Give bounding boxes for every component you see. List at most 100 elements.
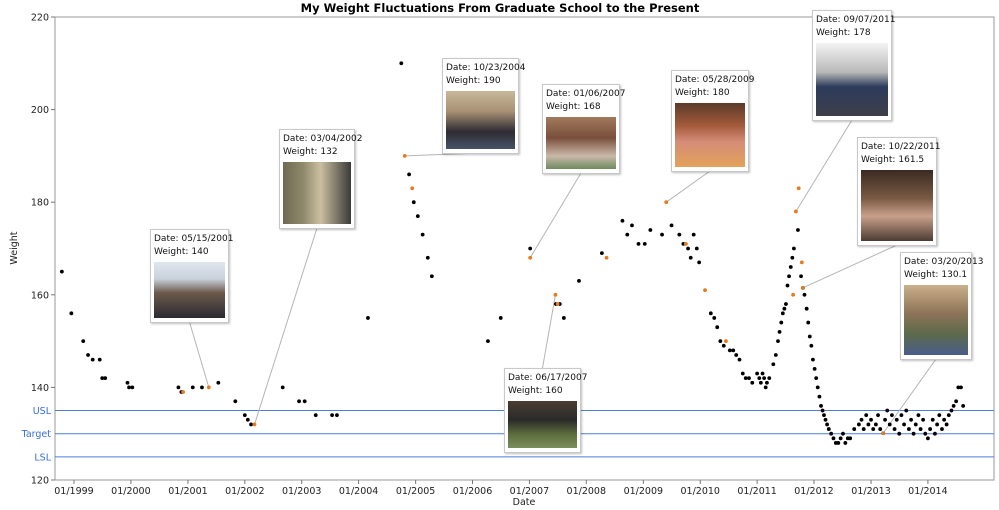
- data-point: [814, 376, 819, 381]
- x-tick-label: 01/2001: [168, 486, 207, 497]
- reference-lines: USL Target LSL: [21, 406, 994, 463]
- data-point: [425, 255, 430, 260]
- data-point: [806, 320, 811, 325]
- annotation-date-row: Date: 03/04/2002: [283, 133, 362, 146]
- data-point: [933, 431, 937, 436]
- annotation-date-row: Date: 05/28/2009: [675, 74, 754, 87]
- x-tick-label: 01/2010: [680, 486, 719, 497]
- annotation-date-row: Date: 10/22/2011: [861, 141, 940, 154]
- annotation-date-key: Date:: [675, 75, 700, 85]
- data-point: [843, 441, 848, 445]
- highlighted-data-point: [252, 422, 257, 427]
- highlighted-data-point: [604, 255, 609, 260]
- data-point: [620, 218, 625, 223]
- annotation-weight-value: 161.5: [898, 155, 925, 165]
- woman-with-toddler-photo: [904, 285, 968, 355]
- annotation-leader-line: [542, 294, 556, 369]
- data-point: [242, 413, 247, 418]
- x-tick-label: 01/2011: [737, 486, 776, 497]
- data-point: [904, 408, 909, 413]
- data-point: [951, 404, 956, 408]
- annotation-weight-key: Weight:: [904, 270, 939, 280]
- data-point: [836, 441, 841, 445]
- annotation-weight-key: Weight:: [861, 155, 896, 165]
- data-point: [782, 306, 787, 311]
- data-point: [773, 353, 778, 357]
- data-point: [876, 413, 880, 418]
- pregnant-woman-photo: [816, 43, 888, 116]
- annotation-leader-line: [254, 227, 318, 425]
- data-point: [787, 274, 791, 279]
- annotation-weight-value: 180: [712, 88, 730, 98]
- data-point: [937, 413, 942, 418]
- data-point: [815, 385, 820, 390]
- data-point: [740, 371, 745, 376]
- data-point: [642, 241, 647, 246]
- data-point: [909, 417, 913, 422]
- data-point: [791, 246, 796, 251]
- data-point: [804, 306, 809, 311]
- data-point: [878, 427, 883, 431]
- data-point: [486, 339, 490, 343]
- data-point: [762, 376, 767, 381]
- data-point: [820, 408, 825, 413]
- highlighted-data-point: [402, 154, 407, 158]
- x-tick-label: 01/2007: [510, 486, 549, 497]
- annotation-weight-key: Weight:: [675, 88, 710, 98]
- data-point: [788, 265, 793, 269]
- data-point: [784, 302, 788, 306]
- annotation-date-value: 10/22/2011: [888, 142, 941, 152]
- annotation-callout: Date: 05/28/2009 Weight: 180: [671, 70, 754, 172]
- annotation-weight-value: 160: [545, 386, 563, 396]
- family-of-three-photo: [154, 262, 225, 318]
- couple-at-doorway-photo: [283, 162, 351, 224]
- annotation-date-key: Date:: [154, 234, 179, 244]
- annotation-leader-line: [795, 119, 853, 212]
- data-point: [577, 279, 581, 283]
- data-point: [697, 260, 702, 265]
- data-point: [859, 417, 864, 422]
- data-point: [771, 362, 776, 367]
- data-point: [852, 427, 857, 431]
- data-point: [869, 417, 873, 422]
- y-tick-label: 120: [31, 476, 49, 487]
- chart-title: My Weight Fluctuations From Graduate Sch…: [301, 1, 700, 15]
- annotation-date-value: 05/28/2009: [702, 75, 755, 85]
- graduation-group-photo: [508, 401, 577, 448]
- data-point: [280, 385, 285, 390]
- annotation-weight-value: 168: [583, 102, 601, 112]
- annotation-date-key: Date:: [508, 373, 533, 383]
- highlighted-data-point: [801, 285, 805, 290]
- annotation-date-key: Date:: [816, 15, 841, 25]
- data-point: [949, 408, 954, 413]
- data-point: [913, 422, 918, 427]
- annotation-date-key: Date:: [546, 89, 571, 99]
- data-point: [718, 339, 723, 343]
- annotation-callout: Date: 06/17/2007 Weight: 160: [504, 368, 587, 453]
- data-point: [249, 422, 253, 427]
- data-point: [200, 385, 204, 390]
- reference-label-usl: USL: [33, 406, 52, 417]
- data-point: [930, 417, 935, 422]
- annotation-date-row: Date: 01/06/2007: [546, 88, 625, 101]
- data-point: [694, 246, 699, 251]
- data-point: [727, 348, 732, 353]
- data-point: [873, 422, 878, 427]
- annotation-date-value: 09/07/2011: [843, 15, 896, 25]
- data-point: [103, 376, 108, 381]
- data-point: [861, 427, 866, 431]
- data-point: [765, 380, 769, 385]
- annotation-weight-key: Weight:: [154, 247, 189, 257]
- data-point: [866, 422, 871, 427]
- annotation-date-row: Date: 10/23/2004: [446, 62, 525, 75]
- x-tick-label: 01/2013: [851, 486, 890, 497]
- data-point: [302, 399, 307, 404]
- annotation-weight-row: Weight: 168: [546, 101, 616, 114]
- data-point: [790, 255, 795, 260]
- annotation-date-key: Date:: [904, 257, 929, 267]
- data-point: [777, 329, 782, 334]
- data-point: [823, 417, 828, 422]
- data-point: [918, 427, 923, 431]
- data-point: [69, 311, 74, 316]
